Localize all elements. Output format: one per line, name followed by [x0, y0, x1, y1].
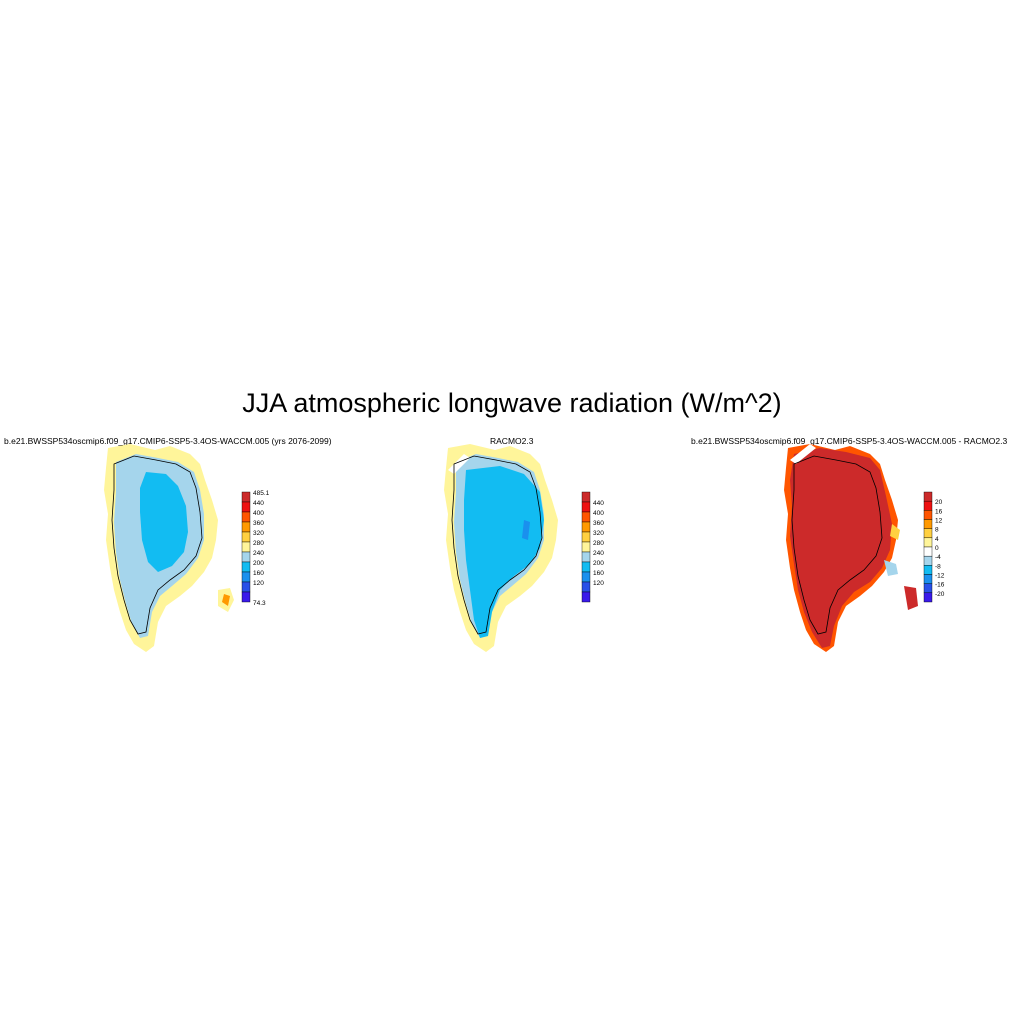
colorbar-tick-label: 360	[593, 520, 604, 527]
colorbar-swatch	[581, 571, 591, 583]
colorbar-swatch	[241, 521, 251, 533]
colorbar-tick-label: 280	[253, 540, 264, 547]
colorbar-tick-label: 440	[253, 500, 264, 507]
colorbar-swatch	[241, 491, 251, 503]
colorbar-swatch	[241, 591, 251, 603]
map-coastline	[451, 455, 543, 635]
colorbar-swatch	[923, 565, 933, 575]
colorbar-swatch	[581, 501, 591, 513]
colorbar-tick-label: 74.3	[253, 600, 266, 607]
colorbar-swatch	[241, 551, 251, 563]
colorbar-swatch	[581, 511, 591, 523]
map-island	[904, 586, 918, 610]
colorbar-swatch	[923, 592, 933, 603]
panel-1-colorbar: 485.1 440 400 360 320 280 240 200 160 120 74.3	[241, 490, 270, 607]
colorbar-swatch	[923, 574, 933, 584]
colorbar-swatch	[241, 531, 251, 543]
colorbar-tick-label: -20	[935, 591, 945, 598]
colorbar-tick-label: 320	[593, 530, 604, 537]
map-edge-cool	[884, 560, 898, 576]
colorbar-swatch	[581, 551, 591, 563]
colorbar-swatch	[923, 500, 933, 511]
colorbar-tick-label: -8	[935, 563, 941, 570]
map-streak	[522, 520, 530, 540]
colorbar-swatch	[581, 491, 591, 503]
panel-2-colorbar: 440 400 360 320 280 240 200 160 120	[581, 491, 604, 603]
colorbar-swatch	[923, 510, 933, 520]
colorbar-tick-label: 4	[935, 536, 939, 543]
colorbar-swatch	[241, 511, 251, 523]
colorbar-tick-label: 320	[253, 530, 264, 537]
colorbar-tick-label: 200	[253, 560, 264, 567]
colorbar-tick-label: 8	[935, 527, 939, 534]
map-gap	[790, 444, 816, 464]
panel-1-title: b.e21.BWSSP534oscmip6.f09_g17.CMIP6-SSP5…	[4, 436, 332, 446]
colorbar-swatch	[923, 546, 933, 557]
colorbar-tick-label: 12	[935, 518, 943, 525]
colorbar-swatch	[581, 531, 591, 543]
colorbar-swatch	[241, 561, 251, 573]
colorbar-swatch	[923, 583, 933, 594]
colorbar-tick-label: 160	[253, 570, 264, 577]
map-core-zone	[464, 466, 544, 638]
map-core-zone	[790, 448, 892, 648]
colorbar-tick-label: -16	[935, 582, 945, 589]
colorbar-swatch	[923, 555, 933, 566]
colorbar-swatch	[923, 519, 933, 529]
map-island-hot	[222, 594, 230, 606]
colorbar-tick-label: 400	[593, 510, 604, 517]
colorbar-swatch	[581, 521, 591, 533]
colorbar-swatch	[241, 581, 251, 593]
colorbar-tick-label: 200	[593, 560, 604, 567]
colorbar-swatch	[923, 491, 933, 502]
colorbar-swatch	[581, 591, 591, 603]
colorbar-tick-label: 240	[253, 550, 264, 557]
map-edge-warm	[890, 524, 900, 540]
colorbar-swatch	[581, 561, 591, 573]
colorbar-tick-label: 0	[935, 545, 939, 552]
colorbar-swatch	[241, 541, 251, 553]
colorbar-tick-label: 16	[935, 508, 943, 515]
colorbar-swatch	[923, 528, 933, 539]
colorbar-swatch	[241, 501, 251, 513]
map-gap	[448, 454, 470, 474]
colorbar-tick-label: 160	[593, 570, 604, 577]
panel-1-map	[104, 444, 234, 652]
panel-2-map	[444, 444, 558, 652]
colorbar-tick-label: 440	[593, 500, 604, 507]
panel-2-title: RACMO2.3	[490, 436, 534, 446]
colorbar-swatch	[581, 581, 591, 593]
map-core-zone	[140, 472, 188, 572]
colorbar-tick-label: 485.1	[253, 490, 270, 497]
colorbar-tick-label: 120	[253, 580, 264, 587]
colorbar-tick-label: 280	[593, 540, 604, 547]
panel-3-title: b.e21.BWSSP534oscmip6.f09_g17.CMIP6-SSP5…	[691, 436, 1008, 446]
panel-3-map	[784, 444, 918, 652]
panel-3-colorbar: 20 16 12 8 4 0 -4 -8 -12 -16 -20	[923, 491, 945, 603]
colorbar-tick-label: 20	[935, 499, 943, 506]
map-coastline	[111, 455, 203, 635]
colorbar-swatch	[923, 537, 933, 548]
map-coastline	[791, 455, 883, 635]
colorbar-tick-label: 240	[593, 550, 604, 557]
colorbar-tick-label: 120	[593, 580, 604, 587]
colorbar-tick-label: -12	[935, 573, 945, 580]
colorbar-tick-label: 400	[253, 510, 264, 517]
colorbar-tick-label: 360	[253, 520, 264, 527]
colorbar-swatch	[241, 571, 251, 583]
colorbar-swatch	[581, 541, 591, 553]
colorbar-tick-label: -4	[935, 554, 941, 561]
figure-title: JJA atmospheric longwave radiation (W/m^…	[242, 388, 782, 418]
